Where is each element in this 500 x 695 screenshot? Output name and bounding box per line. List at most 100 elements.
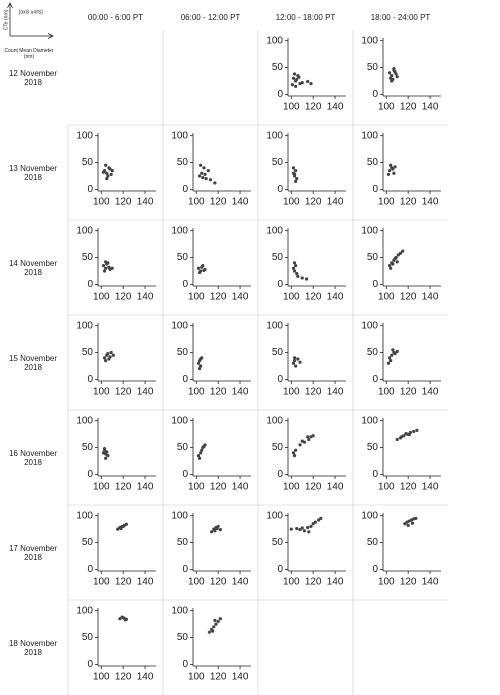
- x-tick-label: 140: [422, 387, 439, 398]
- point: [197, 456, 202, 460]
- point: [390, 353, 394, 357]
- row-label: 17 November 2018: [8, 544, 58, 562]
- point: [298, 443, 302, 447]
- point: [102, 269, 107, 273]
- point: [295, 272, 299, 276]
- point: [306, 435, 310, 439]
- x-tick-label: 120: [400, 577, 417, 588]
- x-tick-label: 100: [378, 387, 395, 398]
- point: [392, 171, 396, 175]
- key-y-label: CTe (nm): [3, 9, 9, 30]
- x-tick-label: 140: [232, 577, 249, 588]
- x-tick-label: 120: [115, 482, 132, 493]
- point: [213, 618, 217, 622]
- point: [294, 168, 298, 173]
- y-tick-label: 0: [277, 374, 283, 385]
- x-tick-label: 120: [115, 577, 132, 588]
- x-tick-label: 100: [188, 482, 205, 493]
- point: [396, 253, 400, 257]
- x-tick-label: 120: [305, 482, 322, 493]
- point: [294, 179, 298, 183]
- y-tick-label: 100: [361, 35, 378, 46]
- x-tick-label: 120: [115, 387, 132, 398]
- x-tick-label: 100: [283, 292, 300, 303]
- point: [307, 530, 311, 534]
- point: [106, 352, 110, 356]
- x-tick-label: 140: [137, 672, 154, 683]
- y-tick-label: 50: [367, 537, 379, 548]
- point: [214, 622, 218, 626]
- point: [415, 428, 419, 432]
- point: [307, 437, 311, 442]
- x-tick-label: 100: [378, 577, 395, 588]
- y-tick-label: 100: [266, 130, 283, 141]
- x-tick-label: 120: [210, 197, 227, 208]
- point: [201, 175, 205, 180]
- y-tick-label: 0: [372, 184, 378, 195]
- point: [291, 266, 296, 270]
- point: [390, 79, 394, 83]
- point: [401, 249, 405, 253]
- x-tick-label: 120: [305, 292, 322, 303]
- x-tick-label: 100: [93, 672, 110, 683]
- y-tick-label: 100: [76, 415, 93, 426]
- key-x-label: Count Mean Diameter (nm): [4, 48, 54, 60]
- point: [395, 437, 399, 442]
- point: [196, 453, 201, 458]
- y-tick-label: 50: [177, 442, 189, 453]
- key-units: [axis units]: [19, 9, 43, 15]
- point: [393, 352, 397, 356]
- y-tick-label: 100: [171, 510, 188, 521]
- point: [102, 356, 107, 360]
- point: [387, 263, 392, 268]
- column-header: 06:00 - 12:00 PT: [181, 13, 241, 22]
- key-arrow-x-head: [47, 33, 54, 39]
- point: [387, 168, 392, 173]
- y-tick-label: 0: [182, 564, 188, 575]
- x-tick-label: 100: [378, 482, 395, 493]
- x-tick-label: 100: [188, 577, 205, 588]
- point: [207, 630, 212, 634]
- x-tick-label: 140: [422, 482, 439, 493]
- y-tick-label: 0: [372, 564, 378, 575]
- x-tick-label: 120: [400, 102, 417, 113]
- point: [104, 456, 108, 460]
- point: [306, 525, 310, 530]
- point: [295, 526, 299, 531]
- y-tick-label: 100: [266, 510, 283, 521]
- point: [292, 269, 297, 273]
- x-tick-label: 120: [210, 672, 227, 683]
- point: [395, 75, 399, 79]
- y-tick-label: 100: [76, 225, 93, 236]
- point: [294, 84, 298, 88]
- y-tick-label: 100: [76, 130, 93, 141]
- x-tick-label: 120: [210, 577, 227, 588]
- y-tick-label: 100: [76, 605, 93, 616]
- y-tick-label: 50: [272, 252, 284, 263]
- y-tick-label: 100: [361, 415, 378, 426]
- point: [197, 270, 202, 275]
- point: [296, 357, 300, 361]
- point: [291, 451, 296, 455]
- y-tick-label: 50: [82, 632, 94, 643]
- y-tick-label: 100: [361, 130, 378, 141]
- point: [406, 523, 410, 527]
- y-tick-label: 50: [367, 442, 379, 453]
- point: [387, 356, 392, 360]
- y-tick-label: 50: [177, 537, 189, 548]
- point: [386, 361, 391, 365]
- point: [107, 265, 111, 269]
- y-tick-label: 50: [272, 62, 284, 73]
- x-tick-label: 140: [137, 292, 154, 303]
- x-tick-label: 100: [93, 577, 110, 588]
- y-tick-label: 50: [82, 442, 94, 453]
- x-tick-label: 100: [283, 482, 300, 493]
- y-tick-label: 50: [367, 252, 379, 263]
- point: [291, 76, 296, 80]
- point: [297, 75, 301, 79]
- point: [391, 167, 395, 171]
- row-label: 14 November 2018: [8, 259, 58, 277]
- point: [389, 266, 393, 270]
- x-tick-label: 140: [327, 102, 344, 113]
